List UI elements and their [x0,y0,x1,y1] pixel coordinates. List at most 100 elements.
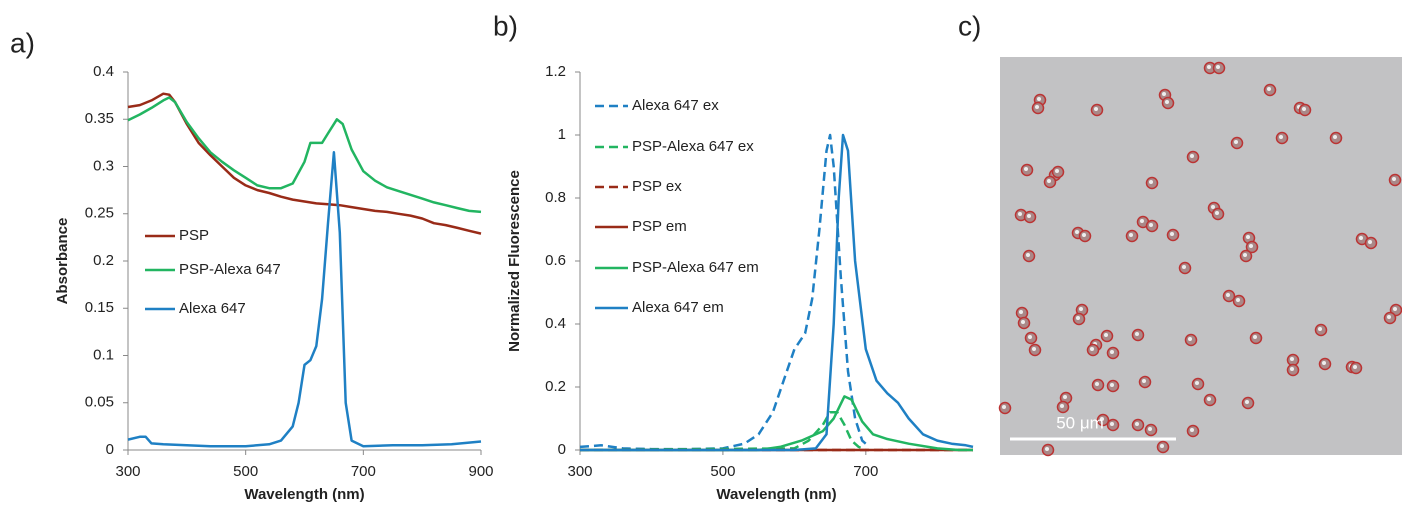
cell-highlight [1002,405,1006,409]
cell-highlight [1032,347,1036,351]
cell-highlight [1253,335,1257,339]
cell-highlight [1140,219,1144,223]
cell-highlight [1028,335,1032,339]
legend-label: PSP-Alexa 647 em [632,259,759,276]
cell-highlight [1079,307,1083,311]
cell-highlight [1234,140,1238,144]
cell-highlight [1226,293,1230,297]
y-tick-label: 0.1 [93,346,114,363]
x-tick-label: 300 [567,463,592,480]
cell-highlight [1279,135,1283,139]
cell-highlight [1188,337,1192,341]
cell-highlight [1045,447,1049,451]
scale-bar-label: 50 μm [1056,413,1104,432]
cell-highlight [1055,169,1059,173]
cell-highlight [1267,87,1271,91]
cell-highlight [1290,367,1294,371]
cell-highlight [1082,233,1086,237]
cell-highlight [1135,422,1139,426]
cell-highlight [1359,236,1363,240]
y-tick-label: 0.25 [85,205,114,222]
cell-highlight [1318,327,1322,331]
cell-highlight [1018,212,1022,216]
panel-label: c) [958,10,981,41]
cell-highlight [1392,177,1396,181]
cell-highlight [1246,235,1250,239]
legend-label: PSP em [632,218,687,235]
cell-highlight [1245,400,1249,404]
panel-label: b) [493,10,518,41]
y-axis-title: Normalized Fluorescence [506,170,523,352]
cell-highlight [1195,381,1199,385]
micrograph-background [1000,57,1402,455]
y-tick-label: 0.4 [545,315,566,332]
x-tick-label: 300 [115,463,140,480]
cell-highlight [1302,107,1306,111]
cell-highlight [1110,383,1114,387]
cell-highlight [1149,180,1153,184]
legend-label: Alexa 647 ex [632,97,719,114]
x-axis-title: Wavelength (nm) [244,486,364,503]
x-tick-label: 700 [351,463,376,480]
cell-highlight [1021,320,1025,324]
y-tick-label: 0.2 [545,378,566,395]
y-axis-title: Absorbance [54,218,71,305]
legend-label: PSP ex [632,178,682,195]
x-tick-label: 900 [468,463,493,480]
cell-highlight [1026,253,1030,257]
cell-highlight [1095,382,1099,386]
cell-highlight [1076,316,1080,320]
y-tick-label: 0.05 [85,394,114,411]
cell-highlight [1215,211,1219,215]
cell-highlight [1129,233,1133,237]
legend-label: PSP-Alexa 647 ex [632,138,754,155]
legend-label: Alexa 647 [179,300,246,317]
y-tick-label: 0 [558,441,566,458]
cell-highlight [1027,214,1031,218]
cell-highlight [1190,154,1194,158]
y-tick-label: 0.2 [93,252,114,269]
y-tick-label: 0.35 [85,110,114,127]
cell-highlight [1216,65,1220,69]
y-tick-label: 0.3 [93,157,114,174]
cell-highlight [1387,315,1391,319]
cell-highlight [1060,404,1064,408]
panel-label: a) [10,27,35,58]
micrograph: 50 μm [1000,57,1402,456]
cell-highlight [1063,395,1067,399]
y-tick-label: 1.2 [545,63,566,80]
y-tick-label: 0.6 [545,252,566,269]
cell-highlight [1207,397,1211,401]
legend-label: PSP-Alexa 647 [179,261,281,278]
cell-highlight [1290,357,1294,361]
cell-highlight [1160,444,1164,448]
cell-highlight [1368,240,1372,244]
cell-highlight [1094,107,1098,111]
y-tick-label: 0.8 [545,189,566,206]
legend-label: Alexa 647 em [632,299,724,316]
cell-highlight [1162,92,1166,96]
cell-highlight [1236,298,1240,302]
cell-highlight [1165,100,1169,104]
y-tick-label: 0.15 [85,299,114,316]
y-tick-label: 0.4 [93,63,114,80]
cell-highlight [1211,205,1215,209]
cell-highlight [1393,307,1397,311]
cell-highlight [1142,379,1146,383]
cell-highlight [1190,428,1194,432]
cell-highlight [1182,265,1186,269]
cell-highlight [1047,179,1051,183]
cell-highlight [1249,244,1253,248]
cell-highlight [1024,167,1028,171]
cell-highlight [1135,332,1139,336]
y-tick-label: 1 [558,126,566,143]
cell-highlight [1207,65,1211,69]
x-tick-label: 500 [710,463,735,480]
x-tick-label: 700 [853,463,878,480]
series-line [580,135,869,449]
cell-highlight [1148,427,1152,431]
cell-highlight [1037,97,1041,101]
legend-label: PSP [179,227,209,244]
cell-highlight [1322,361,1326,365]
